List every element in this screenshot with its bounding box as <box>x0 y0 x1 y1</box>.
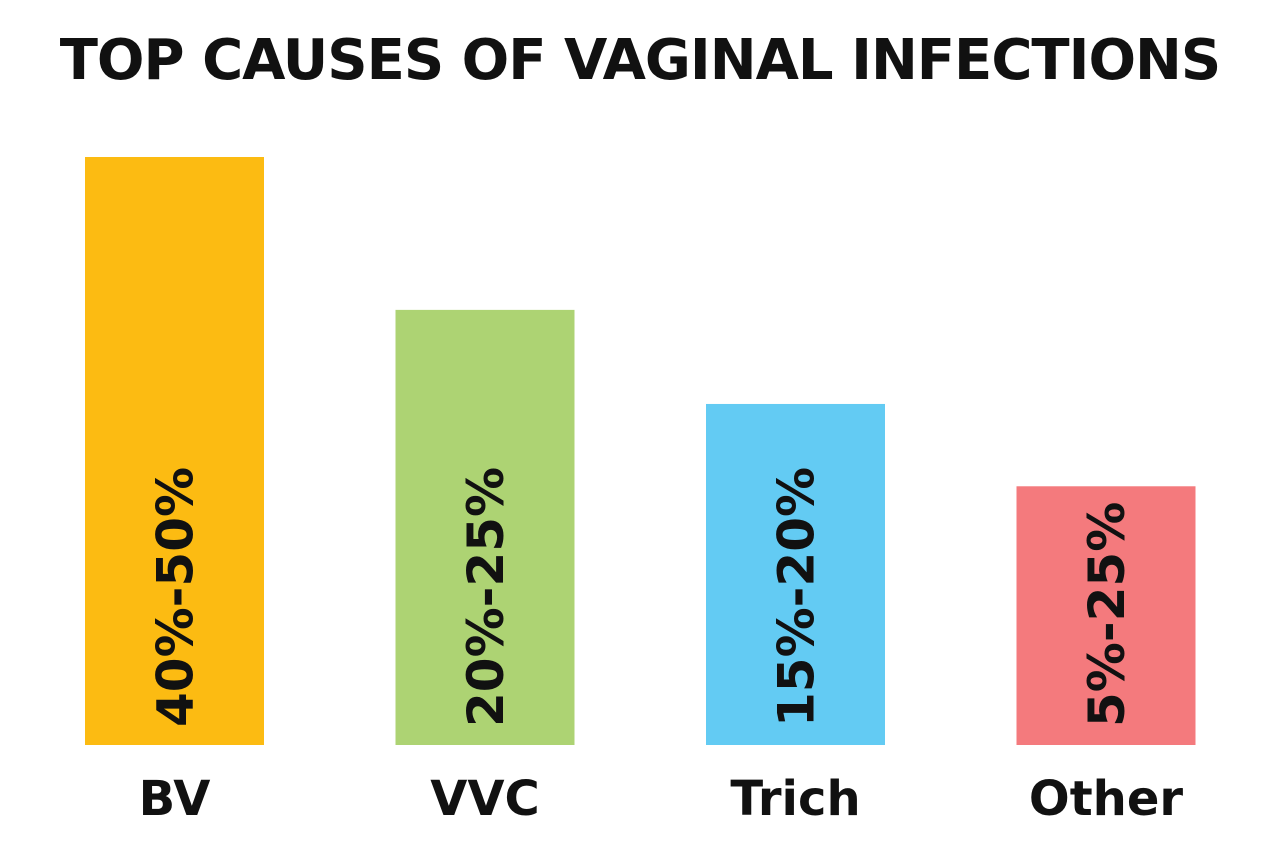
category-label: BV <box>139 771 211 827</box>
category-label: Other <box>1029 771 1183 827</box>
bar-value-label: 15%-20% <box>768 467 826 727</box>
bar-bv <box>85 157 264 745</box>
bar-vvc <box>395 309 575 745</box>
chart-title: TOP CAUSES OF VAGINAL INFECTIONS <box>59 28 1222 93</box>
bar-value-label: 5%-25% <box>1078 502 1136 727</box>
bar-other <box>1016 486 1196 745</box>
bar-value-label: 40%-50% <box>147 467 205 727</box>
bar-value-label: 20%-25% <box>457 467 515 727</box>
bar-trich <box>706 403 885 745</box>
category-label: VVC <box>430 771 540 827</box>
category-label: Trich <box>730 771 860 827</box>
